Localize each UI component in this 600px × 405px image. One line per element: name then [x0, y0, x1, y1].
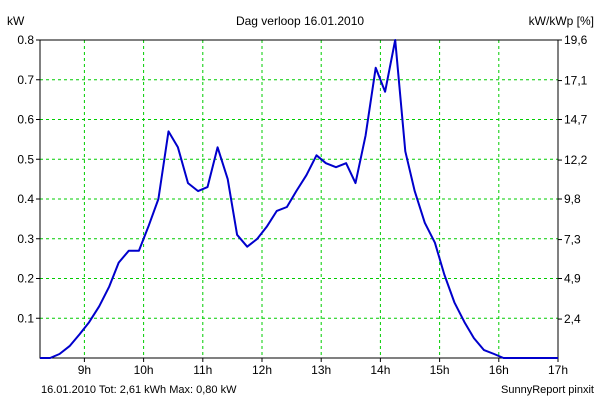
- x-tick-label: 9h: [78, 363, 91, 377]
- y-tick-label: 0.8: [17, 33, 34, 47]
- y-tick-label: 0.5: [17, 152, 34, 166]
- grid-layer: [40, 40, 558, 358]
- x-tick-label: 17h: [548, 363, 568, 377]
- x-tick-label: 15h: [430, 363, 450, 377]
- y2-tick-label: 17,1: [564, 74, 588, 88]
- y2-tick-label: 7,3: [564, 233, 581, 247]
- x-tick-label: 13h: [311, 363, 331, 377]
- series-layer: [40, 39, 558, 359]
- x-tick-label: 10h: [134, 363, 154, 377]
- footer-credit: SunnyReport pinxit: [501, 384, 594, 396]
- y-tick-label: 0.1: [17, 311, 34, 325]
- tick-layer: 9h 10h 11h 12h 13h 14h 15h 16h 17h 0.1 0.2 0.3 0.4 0.…: [17, 33, 587, 377]
- x-tick-label: 12h: [252, 363, 272, 377]
- y-tick-label: 0.7: [17, 73, 34, 87]
- footer-summary: 16.01.2010 Tot: 2,61 kWh Max: 0,80 kW: [41, 384, 237, 396]
- power-series-line: [40, 39, 558, 359]
- y2-tick-label: 19,6: [564, 33, 588, 47]
- y-tick-label: 0.4: [17, 192, 34, 206]
- chart-title: Dag verloop 16.01.2010: [236, 14, 364, 28]
- x-tick-label: 14h: [370, 363, 390, 377]
- y2-tick-label: 9,8: [564, 192, 581, 206]
- y2-tick-label: 12,2: [564, 153, 588, 167]
- right-axis-unit-label: kW/kWp [%]: [529, 14, 594, 28]
- y2-tick-label: 4,9: [564, 272, 581, 286]
- y-tick-label: 0.3: [17, 232, 34, 246]
- y2-tick-label: 2,4: [564, 312, 581, 326]
- y-tick-label: 0.2: [17, 272, 34, 286]
- left-axis-unit-label: kW: [7, 14, 25, 28]
- y-tick-label: 0.6: [17, 113, 34, 127]
- x-tick-label: 11h: [193, 363, 212, 377]
- y2-tick-label: 14,7: [564, 113, 588, 127]
- x-tick-label: 16h: [489, 363, 509, 377]
